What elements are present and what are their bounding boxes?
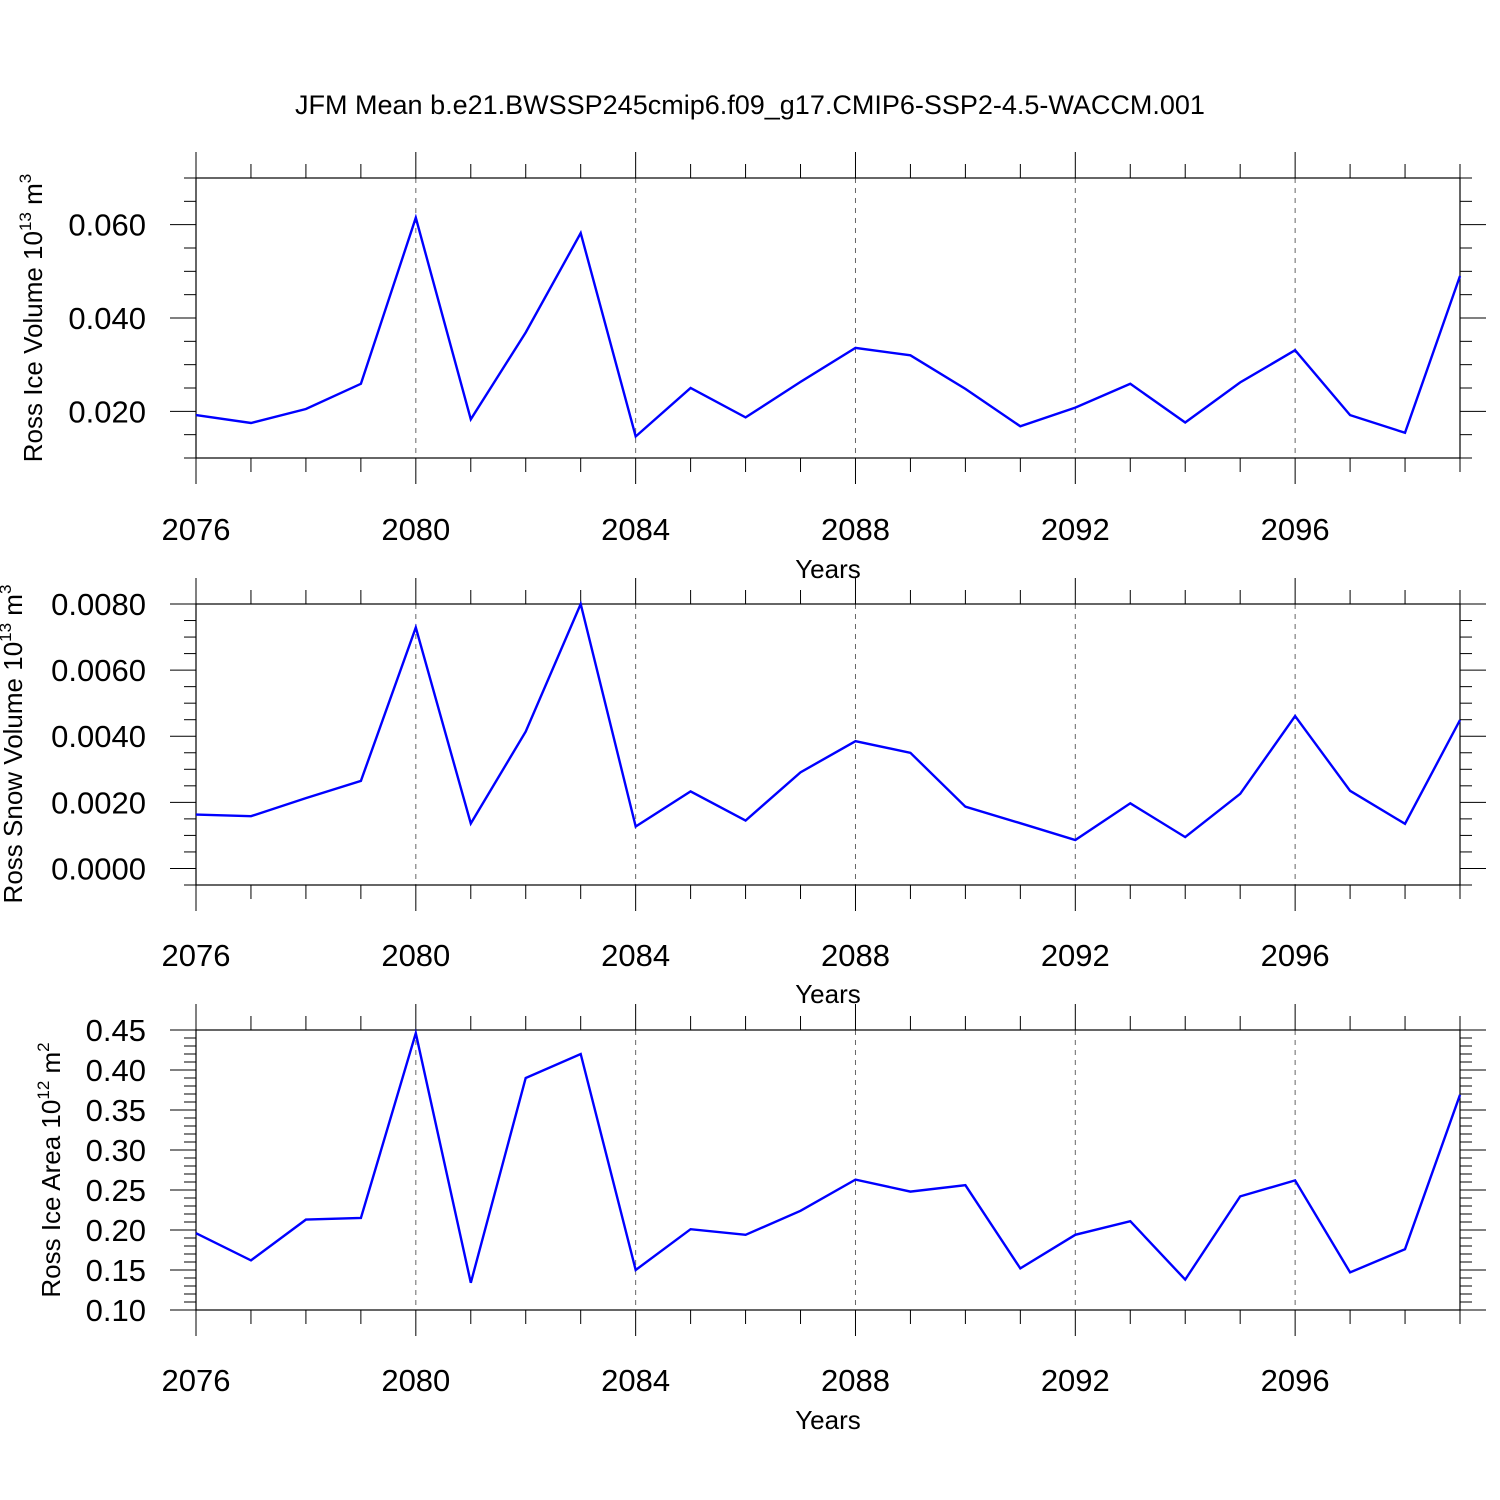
y-axis-label-superscript: 2 — [34, 1042, 53, 1051]
y-axis-label-superscript: 3 — [0, 585, 15, 594]
x-tick-label: 2096 — [1261, 512, 1330, 547]
y-tick-label: 0.45 — [86, 1013, 146, 1048]
x-tick-label: 2092 — [1041, 938, 1110, 973]
x-tick-label: 2096 — [1261, 938, 1330, 973]
y-tick-label: 0.040 — [68, 301, 146, 336]
x-tick-label: 2088 — [821, 512, 890, 547]
x-tick-label: 2076 — [162, 1363, 231, 1398]
y-tick-label: 0.40 — [86, 1053, 146, 1088]
y-tick-label: 0.060 — [68, 208, 146, 243]
panel-2: 0.0000 0.0020 0.0040 0.0060 0.0080 2076 2080 20… — [0, 578, 1486, 1009]
plot-frame — [195, 177, 1461, 459]
y-axis-label-part: Ross Snow Volume 10 — [0, 642, 28, 904]
y-tick-label: 0.0080 — [51, 587, 146, 622]
y-axis-label-superscript: 3 — [16, 174, 35, 183]
x-tick-label: 2088 — [821, 938, 890, 973]
y-axis-label-part: m — [36, 1052, 66, 1081]
x-tick-label: 2076 — [162, 938, 231, 973]
y-tick-label: 0.25 — [86, 1173, 146, 1208]
y-tick-label: 0.0040 — [51, 719, 146, 754]
plot-frame — [195, 1029, 1461, 1311]
x-tick-label: 2084 — [601, 1363, 670, 1398]
x-tick-label: 2092 — [1041, 1363, 1110, 1398]
y-axis-label-superscript: 13 — [16, 212, 35, 231]
y-axis-label: Ross Snow Volume 1013 m3 — [0, 585, 28, 904]
x-tick-label: 2084 — [601, 938, 670, 973]
y-axis-label-superscript: 13 — [0, 623, 15, 642]
series-line — [195, 600, 1462, 842]
x-tick-label: 2088 — [821, 1363, 890, 1398]
series-line — [195, 213, 1462, 439]
panel-3: 0.10 0.15 0.20 0.25 0.30 0.35 0.40 0.45 2076 2080… — [34, 1004, 1486, 1435]
y-axis-label-superscript: 12 — [34, 1081, 53, 1100]
x-tick-label: 2096 — [1261, 1363, 1330, 1398]
x-tick-label: 2080 — [381, 938, 450, 973]
x-axis-label: Years — [795, 979, 861, 1009]
y-axis-label-part: m — [18, 183, 48, 212]
y-tick-label: 0.0000 — [51, 851, 146, 886]
y-axis-label-part: m — [0, 594, 28, 623]
y-tick-label: 0.35 — [86, 1093, 146, 1128]
x-axis-label: Years — [795, 554, 861, 584]
x-tick-label: 2092 — [1041, 512, 1110, 547]
y-tick-label: 0.15 — [86, 1253, 146, 1288]
x-tick-label: 2076 — [162, 512, 231, 547]
y-axis-label: Ross Ice Area 1012 m2 — [34, 1042, 66, 1297]
y-tick-label: 0.30 — [86, 1133, 146, 1168]
x-tick-label: 2084 — [601, 512, 670, 547]
y-tick-label: 0.10 — [86, 1293, 146, 1328]
series-line — [195, 1028, 1462, 1284]
y-tick-label: 0.020 — [68, 394, 146, 429]
y-axis-label: Ross Ice Volume 1013 m3 — [16, 174, 48, 463]
panel-1: 0.020 0.040 0.060 2076 2080 2084 2088 2092 2096 Y… — [16, 152, 1486, 584]
plot-frame — [195, 603, 1461, 886]
x-tick-label: 2080 — [381, 1363, 450, 1398]
y-tick-label: 0.20 — [86, 1213, 146, 1248]
figure-title: JFM Mean b.e21.BWSSP245cmip6.f09_g17.CMI… — [295, 90, 1205, 120]
y-tick-label: 0.0020 — [51, 785, 146, 820]
y-tick-label: 0.0060 — [51, 653, 146, 688]
y-axis-label-part: Ross Ice Area 10 — [36, 1100, 66, 1298]
y-axis-label-part: Ross Ice Volume 10 — [18, 231, 48, 462]
x-tick-label: 2080 — [381, 512, 450, 547]
x-axis-label: Years — [795, 1405, 861, 1435]
